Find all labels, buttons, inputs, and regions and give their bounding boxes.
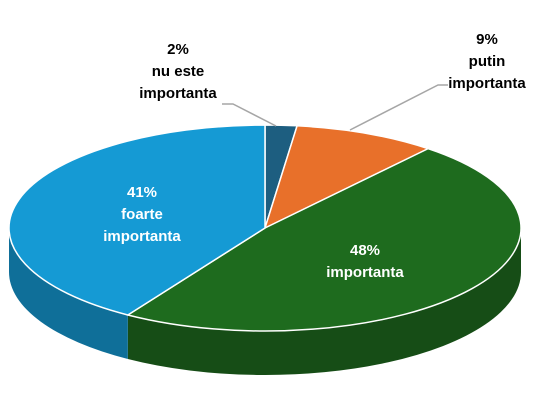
pie-slice — [125, 147, 522, 332]
value-label: 2% — [167, 41, 189, 58]
data-label: 41% foarte importanta — [102, 182, 182, 248]
value-label: 9% — [476, 31, 498, 48]
category-label: importanta — [326, 264, 404, 281]
category-label: foarte importanta — [103, 206, 181, 245]
value-label: 41% — [126, 184, 158, 201]
data-label: 2% nu este importanta — [131, 39, 226, 105]
leader-line — [222, 103, 277, 127]
leader-line — [349, 84, 448, 131]
data-label: 48% importanta — [325, 240, 405, 284]
data-label: 9% putin importanta — [447, 29, 527, 95]
pie-side — [127, 228, 521, 375]
pie-slice — [263, 125, 431, 230]
pie-side — [9, 228, 128, 359]
value-label: 48% — [349, 242, 381, 259]
category-label: nu este importanta — [139, 63, 217, 102]
pie-slice — [8, 124, 266, 316]
category-label: putin importanta — [448, 53, 526, 92]
